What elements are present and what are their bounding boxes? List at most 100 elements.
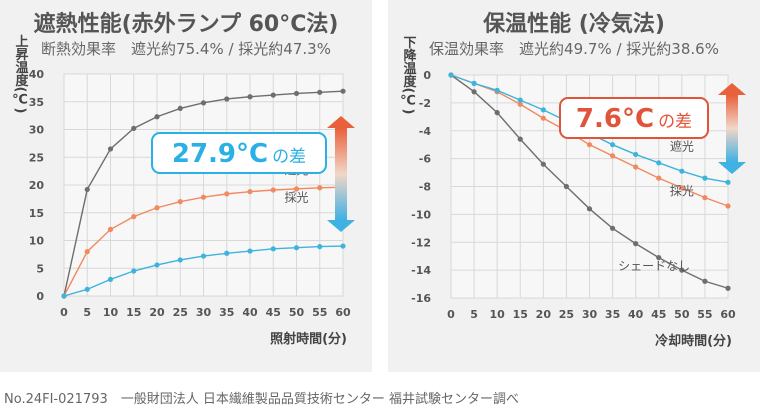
data-point: [471, 80, 477, 86]
x-tick-label: 5: [83, 306, 91, 319]
x-tick-label: 50: [674, 308, 690, 321]
data-point: [131, 268, 137, 274]
data-point: [107, 276, 114, 282]
y-tick-label: 5: [36, 262, 44, 275]
data-point: [270, 246, 276, 252]
y-tick-label: 25: [29, 151, 44, 164]
data-point: [177, 199, 183, 205]
x-tick-label: 25: [173, 306, 188, 319]
data-point: [586, 142, 593, 148]
x-tick-label: 30: [196, 306, 212, 319]
y-tick-label: -12: [411, 236, 431, 249]
difference-arrow-up-head: [718, 83, 746, 95]
data-point: [317, 89, 323, 95]
data-point: [131, 214, 137, 220]
x-tick-label: 60: [335, 306, 351, 319]
data-point: [224, 191, 230, 197]
x-tick-label: 5: [470, 308, 478, 321]
difference-badge: [151, 132, 327, 174]
data-point: [679, 267, 685, 273]
data-point: [107, 226, 114, 232]
data-point: [84, 249, 90, 255]
chart-subtitle: 断熱効果率 遮光約75.4% / 採光約47.3%: [41, 40, 331, 58]
x-tick-label: 55: [697, 308, 712, 321]
difference-arrow-down-head: [718, 162, 746, 174]
x-tick-label: 25: [559, 308, 574, 321]
data-point: [633, 151, 639, 158]
data-point: [563, 183, 570, 190]
data-point: [702, 175, 708, 181]
data-point: [200, 194, 207, 200]
difference-arrow-shaft: [335, 128, 347, 220]
data-point: [154, 262, 160, 268]
data-point: [247, 94, 253, 100]
chart-subtitle: 保温効果率 遮光約49.7% / 採光約38.6%: [429, 40, 719, 58]
x-tick-label: 10: [103, 306, 119, 319]
data-point: [200, 253, 207, 259]
x-tick-label: 40: [242, 306, 258, 319]
data-point: [107, 146, 114, 152]
y-tick-label: 20: [29, 179, 45, 192]
data-point: [61, 293, 67, 299]
x-tick-label: 45: [266, 306, 281, 319]
y-tick-label: -6: [419, 153, 432, 166]
difference-badge-text: 27.9°C の差: [172, 139, 306, 169]
x-tick-label: 45: [651, 308, 666, 321]
y-tick-label: 10: [29, 235, 45, 248]
y-tick-label: 40: [29, 68, 45, 81]
x-tick-label: 55: [312, 306, 327, 319]
data-point: [517, 136, 523, 142]
data-point: [609, 153, 616, 159]
data-point: [656, 254, 662, 261]
data-point: [293, 245, 300, 251]
difference-arrow-up-head: [327, 116, 355, 128]
x-tick-label: 20: [149, 306, 165, 319]
data-point: [177, 105, 183, 112]
data-point: [317, 244, 323, 250]
chart-title: 保温性能 (冷気法): [483, 12, 665, 37]
data-point: [224, 96, 230, 102]
data-point: [448, 72, 454, 78]
x-tick-label: 0: [60, 306, 68, 319]
series-label: 採光: [284, 191, 308, 205]
data-point: [517, 97, 523, 103]
data-point: [586, 206, 593, 212]
heat-shield-chart: 0 5 10 15 20 25 30 35 40 45 50 55 60 0 5 10 15 20 25 30 35 40…: [12, 35, 355, 347]
data-point: [293, 186, 300, 192]
data-point: [317, 185, 323, 191]
data-point: [609, 142, 616, 148]
x-tick-label: 15: [126, 306, 141, 319]
data-point: [340, 88, 346, 94]
x-tick-label: 30: [582, 308, 598, 321]
data-point: [725, 179, 731, 185]
x-tick-label: 50: [289, 306, 305, 319]
chart-title: 遮熱性能(赤外ランプ 60°C法): [33, 12, 339, 37]
difference-arrow-down-head: [327, 220, 355, 232]
difference-badge-text: 7.6°C の差: [576, 104, 692, 134]
y-tick-label: -4: [419, 125, 432, 138]
data-point: [200, 100, 207, 106]
data-point: [725, 203, 731, 209]
y-tick-label: -8: [419, 181, 431, 194]
x-tick-label: 40: [628, 308, 644, 321]
x-axis-label: 冷却時間(分): [655, 333, 732, 349]
y-tick-label: -2: [419, 97, 431, 110]
y-tick-label: 15: [29, 207, 44, 220]
data-point: [609, 225, 616, 231]
data-point: [517, 101, 523, 107]
x-axis-label: 照射時間(分): [270, 331, 347, 347]
x-tick-label: 20: [536, 308, 552, 321]
data-point: [702, 195, 708, 201]
data-point: [471, 89, 477, 95]
series-label: シェードなし: [618, 259, 690, 273]
y-tick-label: -16: [411, 292, 431, 305]
data-point: [540, 107, 546, 113]
data-point: [656, 160, 662, 166]
data-point: [247, 189, 253, 195]
y-axis-label: 下降温度(℃): [400, 36, 416, 115]
data-point: [293, 90, 300, 97]
data-point: [494, 87, 500, 93]
y-tick-label: -10: [411, 208, 431, 221]
data-point: [540, 115, 546, 121]
